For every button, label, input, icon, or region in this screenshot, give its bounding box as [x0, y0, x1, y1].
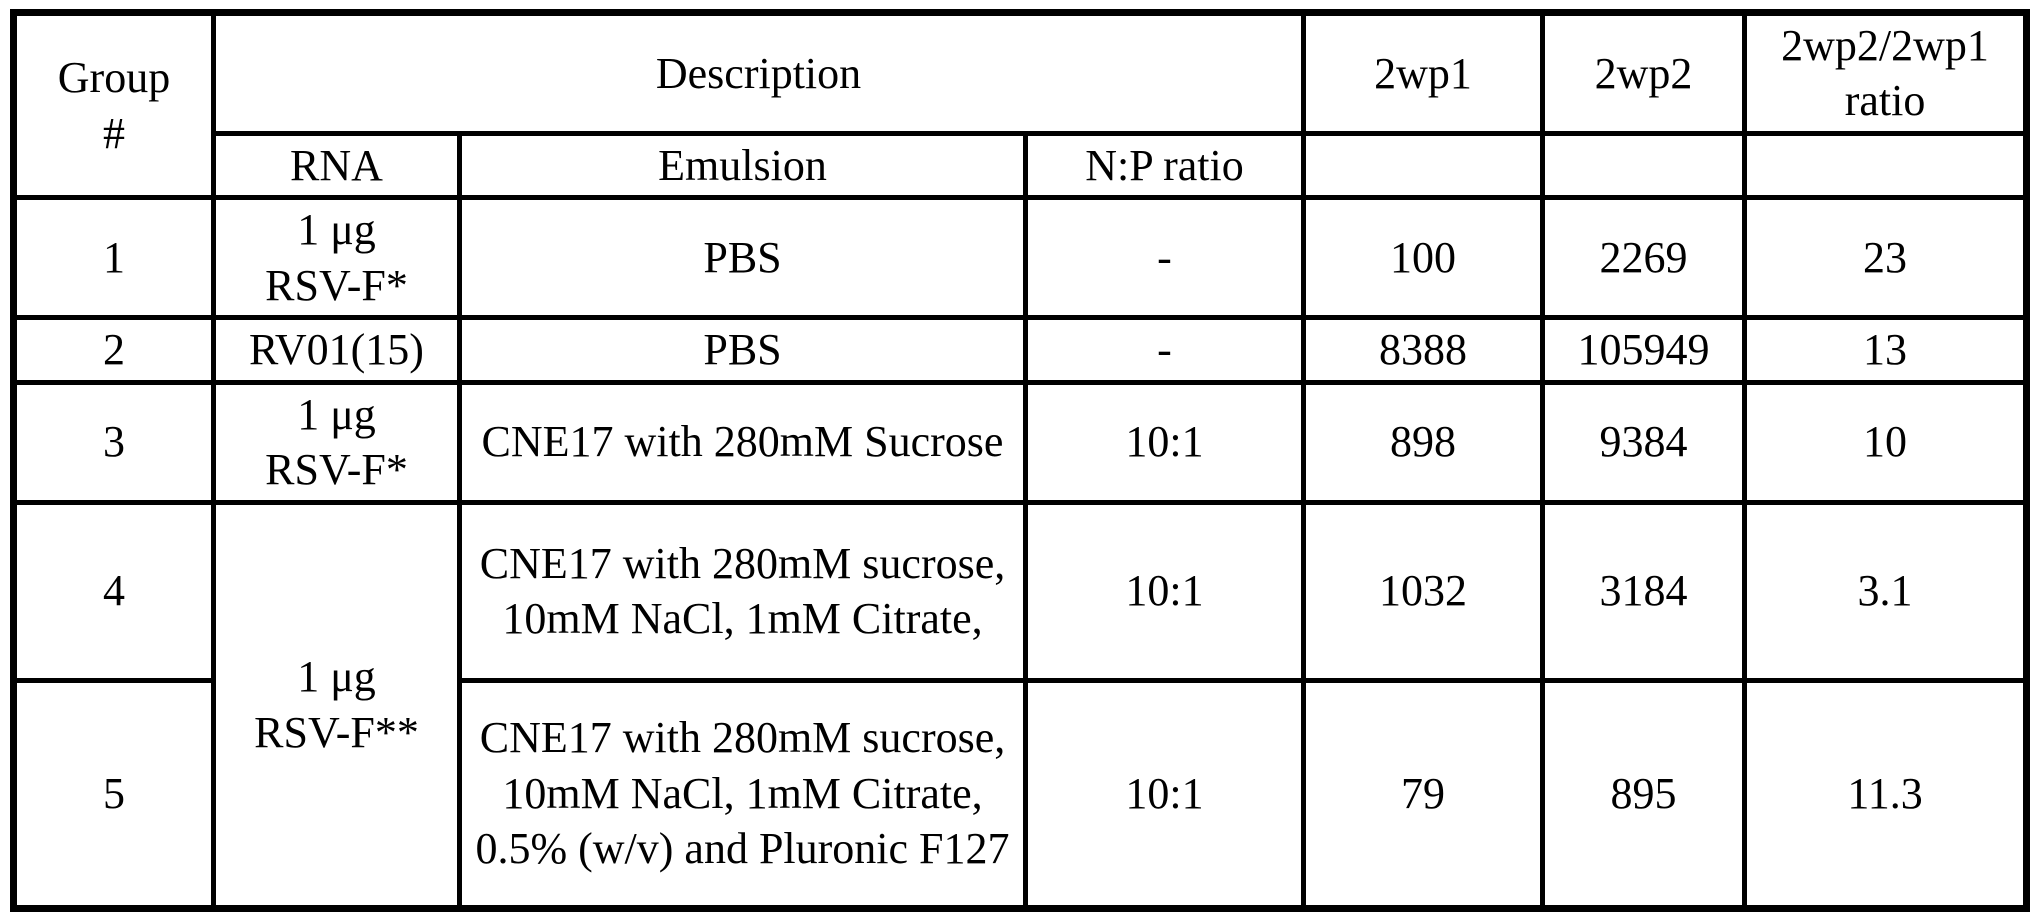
header-2wp1: 2wp1 — [1301, 10, 1546, 136]
cell-group-2-emulsion: PBS — [457, 315, 1028, 385]
table-row-group-5: 5 CNE17 with 280mM sucrose, 10mM NaCl, 1… — [11, 677, 2030, 911]
cell-group-1-number: 1 — [11, 195, 216, 321]
cell-group-4-number: 4 — [11, 499, 216, 683]
cell-group-5-ratio: 11.3 — [1742, 677, 2030, 911]
cell-group-3-np: 10:1 — [1022, 379, 1307, 505]
table-row-group-2: 2 RV01(15) PBS - 8388 105949 13 — [11, 315, 2030, 385]
subheader-np-ratio: N:P ratio — [1022, 130, 1307, 201]
cell-group-4-np: 10:1 — [1022, 499, 1307, 683]
header-row-1: Group # Description 2wp1 2wp2 2wp2/2wp1 … — [11, 9, 2030, 201]
cell-group-3-number: 3 — [11, 379, 216, 505]
cell-group-4-2wp2: 3184 — [1540, 499, 1748, 683]
cell-group-5-emulsion: CNE17 with 280mM sucrose, 10mM NaCl, 1mM… — [457, 677, 1028, 911]
header-group-number: Group # — [11, 9, 216, 201]
cell-group-1-2wp1: 100 — [1301, 195, 1546, 321]
cell-group-2-ratio: 13 — [1742, 315, 2030, 385]
cell-group-2-2wp2: 105949 — [1540, 315, 1748, 385]
cell-group-4-emulsion: CNE17 with 280mM sucrose, 10mM NaCl, 1mM… — [457, 499, 1028, 683]
subheader-empty-2wp1 — [1301, 130, 1546, 201]
table-row-group-3: 3 1 μg RSV-F* CNE17 with 280mM Sucrose 1… — [11, 379, 2030, 505]
subheader-emulsion: Emulsion — [457, 130, 1028, 201]
results-table: Group # Description 2wp1 2wp2 2wp2/2wp1 … — [10, 9, 2031, 912]
header-2wp2: 2wp2 — [1540, 10, 1748, 136]
cell-group-2-number: 2 — [11, 315, 216, 385]
header-description: Description — [210, 10, 1307, 136]
cell-group-4-5-rna-merged: 1 μg RSV-F** — [211, 499, 462, 911]
table-row-group-1: 1 1 μg RSV-F* PBS - 100 2269 23 — [11, 195, 2030, 321]
cell-group-1-np: - — [1022, 195, 1307, 321]
cell-group-4-ratio: 3.1 — [1742, 499, 2030, 683]
cell-group-2-np: - — [1022, 315, 1307, 385]
cell-group-3-emulsion: CNE17 with 280mM Sucrose — [457, 379, 1028, 505]
subheader-empty-2wp2 — [1540, 130, 1748, 201]
cell-group-2-2wp1: 8388 — [1301, 315, 1546, 385]
subheader-empty-ratio — [1742, 130, 2030, 201]
cell-group-3-ratio: 10 — [1742, 379, 2030, 505]
header-row-2: RNA Emulsion N:P ratio — [14, 130, 2030, 201]
header-2wp2-2wp1-ratio: 2wp2/2wp1 ratio — [1742, 10, 2030, 136]
cell-group-1-ratio: 23 — [1742, 195, 2030, 321]
cell-group-1-rna: 1 μg RSV-F* — [211, 195, 462, 321]
cell-group-1-2wp2: 2269 — [1540, 195, 1748, 321]
cell-group-5-2wp2: 895 — [1540, 677, 1748, 911]
cell-group-1-emulsion: PBS — [457, 195, 1028, 321]
cell-group-5-np: 10:1 — [1022, 677, 1307, 911]
cell-group-4-2wp1: 1032 — [1301, 499, 1546, 683]
cell-group-5-number: 5 — [11, 677, 216, 911]
cell-group-3-rna: 1 μg RSV-F* — [211, 379, 462, 505]
cell-group-2-rna: RV01(15) — [211, 315, 462, 385]
cell-group-3-2wp1: 898 — [1301, 379, 1546, 505]
table-row-group-4: 4 1 μg RSV-F** CNE17 with 280mM sucrose,… — [11, 499, 2030, 911]
subheader-rna: RNA — [211, 130, 462, 201]
cell-group-3-2wp2: 9384 — [1540, 379, 1748, 505]
cell-group-5-2wp1: 79 — [1301, 677, 1546, 911]
